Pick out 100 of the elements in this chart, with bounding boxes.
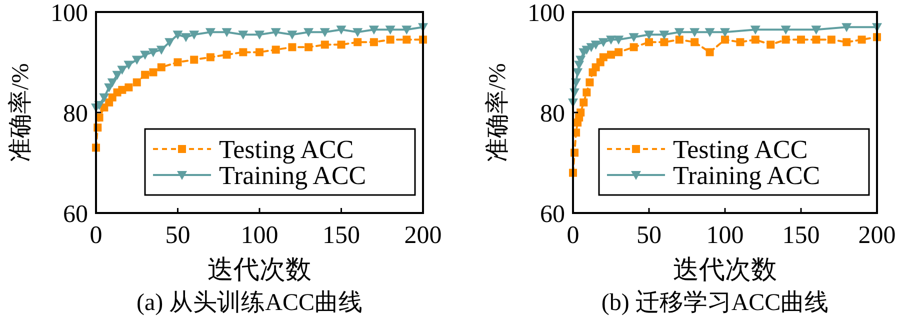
point xyxy=(287,30,298,40)
point xyxy=(827,36,836,44)
point xyxy=(354,38,362,46)
point xyxy=(157,63,166,72)
point xyxy=(107,78,118,88)
point xyxy=(675,36,684,44)
point xyxy=(736,38,744,46)
point xyxy=(797,36,805,44)
point xyxy=(842,23,852,32)
x-tick-label: 100 xyxy=(240,222,278,249)
point xyxy=(370,38,378,46)
point xyxy=(720,28,730,38)
point xyxy=(782,36,790,44)
point xyxy=(320,40,329,49)
point xyxy=(572,68,583,78)
point xyxy=(148,48,158,58)
y-tick-label: 100 xyxy=(50,0,88,27)
point xyxy=(140,50,150,60)
point xyxy=(189,30,200,40)
y-tick-label: 80 xyxy=(540,100,565,128)
y-tick-label: 80 xyxy=(63,100,88,128)
y-tick-label: 60 xyxy=(540,201,565,228)
point xyxy=(766,40,775,49)
point xyxy=(590,40,601,50)
x-tick-label: 150 xyxy=(322,222,360,249)
y-axis-title: 准确率/% xyxy=(484,63,511,162)
point xyxy=(674,28,684,38)
point xyxy=(598,38,608,48)
text: (a) 从头训练ACC曲线 xyxy=(136,290,362,316)
point xyxy=(288,43,296,52)
point xyxy=(858,36,866,44)
point xyxy=(659,30,670,40)
point xyxy=(706,48,714,56)
point xyxy=(402,36,411,44)
point xyxy=(174,58,182,66)
point xyxy=(272,46,280,54)
point xyxy=(222,28,232,38)
point xyxy=(132,78,141,86)
point xyxy=(614,36,624,45)
point xyxy=(586,78,594,86)
point xyxy=(180,33,191,42)
point xyxy=(606,36,616,45)
legend-label: Testing ACC xyxy=(673,135,808,164)
y-tick-label: 60 xyxy=(63,201,88,228)
point xyxy=(576,108,585,116)
point xyxy=(580,98,588,106)
point xyxy=(222,50,231,59)
point xyxy=(270,28,281,38)
x-tick-label: 0 xyxy=(566,222,580,249)
point xyxy=(239,48,248,56)
point xyxy=(206,53,214,62)
point xyxy=(690,28,700,38)
point xyxy=(238,30,248,40)
x-tick-label: 150 xyxy=(782,222,820,249)
point xyxy=(750,26,760,35)
point xyxy=(352,28,363,38)
point xyxy=(337,40,346,49)
point xyxy=(628,33,639,42)
point xyxy=(190,56,198,64)
point xyxy=(690,38,699,46)
x-tick-label: 200 xyxy=(404,222,442,249)
point xyxy=(811,26,822,35)
y-tick-label: 100 xyxy=(528,0,565,27)
point xyxy=(124,60,134,70)
x-tick-label: 50 xyxy=(165,222,190,249)
point xyxy=(149,68,158,76)
point xyxy=(842,38,851,46)
point xyxy=(582,88,591,96)
point xyxy=(336,26,346,35)
point xyxy=(304,43,313,52)
y-axis-title: 准确率/% xyxy=(7,63,34,162)
point xyxy=(751,36,760,44)
text: (b) 迁移学习ACC曲线 xyxy=(601,289,829,316)
point xyxy=(402,26,412,35)
point xyxy=(614,48,623,56)
point xyxy=(256,48,264,56)
point xyxy=(205,28,216,38)
legend-label: Testing ACC xyxy=(219,135,354,164)
x-tick-label: 0 xyxy=(90,222,102,249)
point xyxy=(112,70,122,80)
point xyxy=(304,28,314,38)
point xyxy=(368,26,379,35)
x-axis-title: 迭代次数 xyxy=(208,255,312,284)
point xyxy=(645,38,653,46)
x-tick-label: 200 xyxy=(858,222,896,249)
point xyxy=(630,43,638,52)
point xyxy=(254,30,264,40)
point xyxy=(386,36,394,44)
x-tick-label: 100 xyxy=(706,222,744,249)
point xyxy=(164,38,175,48)
point xyxy=(385,26,396,35)
point xyxy=(99,93,110,102)
x-axis-title: 迭代次数 xyxy=(673,255,777,284)
point xyxy=(704,28,715,38)
point xyxy=(320,28,330,38)
point xyxy=(660,38,668,46)
x-tick-label: 50 xyxy=(636,222,662,249)
point xyxy=(721,36,729,44)
point xyxy=(172,30,183,40)
point xyxy=(141,70,150,79)
